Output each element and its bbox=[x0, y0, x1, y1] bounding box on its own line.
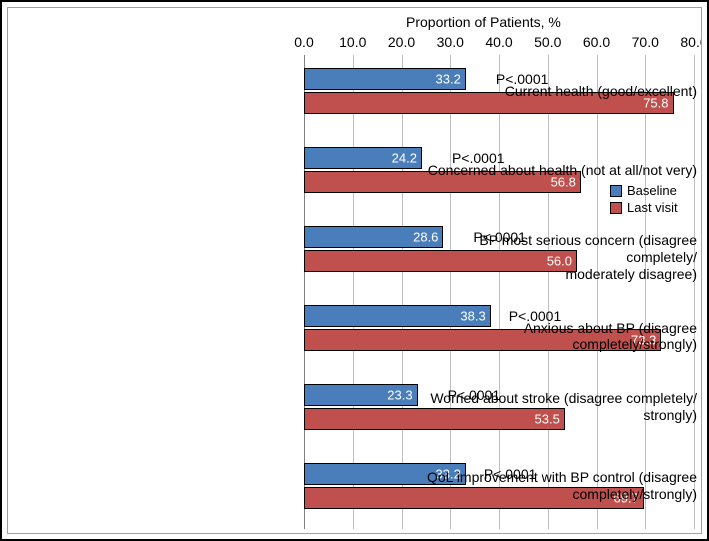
x-tick-label: 50.0 bbox=[534, 34, 561, 50]
bar-baseline: 24.2 bbox=[304, 147, 422, 169]
category-label: Worried about stroke (disagree completel… bbox=[407, 390, 697, 424]
x-tick-label: 80.0 bbox=[680, 34, 702, 50]
legend-item: Last visit bbox=[610, 200, 678, 215]
legend: Baseline Last visit bbox=[610, 183, 678, 217]
category-label: BP most serious concern (disagree comple… bbox=[407, 232, 697, 282]
category-label: Current health (good/excellent) bbox=[407, 83, 697, 100]
gridline bbox=[694, 55, 695, 529]
x-tick-label: 10.0 bbox=[339, 34, 366, 50]
legend-label: Baseline bbox=[627, 183, 677, 198]
gridline bbox=[450, 55, 451, 529]
chart-inner: Proportion of Patients, % 0.0 10.0 20.0 30.… bbox=[7, 7, 702, 534]
chart-frame: Proportion of Patients, % 0.0 10.0 20.0 30.… bbox=[0, 0, 709, 541]
gridline bbox=[645, 55, 646, 529]
x-tick-label: 20.0 bbox=[388, 34, 415, 50]
x-axis-title: Proportion of Patients, % bbox=[406, 14, 561, 30]
legend-swatch bbox=[610, 202, 622, 214]
gridline bbox=[548, 55, 549, 529]
legend-item: Baseline bbox=[610, 183, 678, 198]
category-label: Concerned about health (not at all/not v… bbox=[407, 162, 697, 179]
gridline bbox=[353, 55, 354, 529]
plot-area: 33.275.8P<.000124.256.8P<.000128.656.0P<… bbox=[304, 55, 694, 529]
category-label: QoL improvement with BP control (disagre… bbox=[407, 469, 697, 503]
x-tick-label: 0.0 bbox=[294, 34, 313, 50]
x-tick-label: 30.0 bbox=[437, 34, 464, 50]
category-label: Anxious about BP (disagree completely/st… bbox=[407, 320, 697, 354]
gridline bbox=[597, 55, 598, 529]
gridline bbox=[499, 55, 500, 529]
bar-baseline: 23.3 bbox=[304, 384, 418, 406]
legend-swatch bbox=[610, 185, 622, 197]
gridline bbox=[402, 55, 403, 529]
x-tick-label: 40.0 bbox=[485, 34, 512, 50]
x-tick-label: 60.0 bbox=[583, 34, 610, 50]
gridline bbox=[304, 55, 305, 529]
x-tick-label: 70.0 bbox=[632, 34, 659, 50]
legend-label: Last visit bbox=[627, 200, 678, 215]
